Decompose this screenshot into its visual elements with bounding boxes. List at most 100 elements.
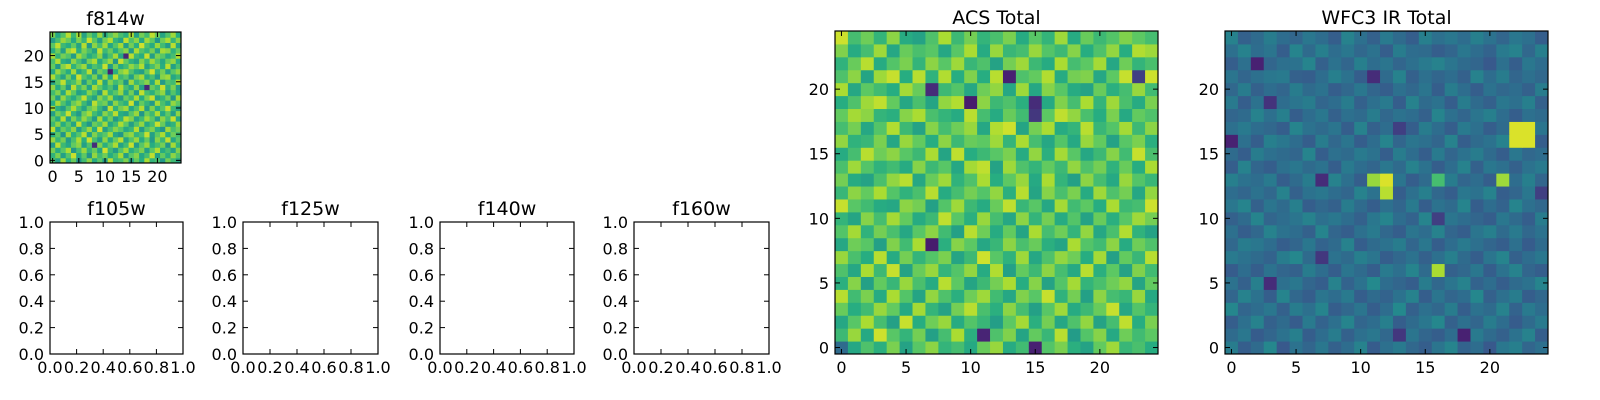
heatmap-cell [847,56,862,71]
heatmap-cell [55,68,61,75]
heatmap-cell [50,68,56,75]
heatmap-cell [144,147,151,154]
heatmap-cell [50,115,56,122]
heatmap-cell [1119,108,1133,122]
heatmap-cell [1002,237,1017,252]
heatmap-cell [1276,134,1291,148]
heatmap-cell [1106,121,1120,135]
heatmap-cell [1328,198,1342,213]
heatmap-cell [1380,69,1394,84]
heatmap-cell [1119,160,1133,174]
heatmap-cell [70,68,77,75]
heatmap-cell [123,126,130,133]
heatmap-cell [97,37,103,43]
heatmap-cell [1483,95,1497,110]
heatmap-cell [107,63,114,70]
heatmap-cells [835,31,1159,355]
heatmap-cell [1483,31,1497,45]
heatmap-cell [1535,186,1549,200]
heatmap-cell [1509,134,1523,148]
heatmap-cell [1093,250,1107,265]
heatmap-cell [1080,198,1094,213]
heatmap-cell [1225,186,1239,200]
heatmap-cell [91,47,98,54]
heatmap-cell [123,142,130,148]
heatmap-cell [1431,69,1446,84]
heatmap-cell [149,147,156,154]
heatmap-cell [1106,134,1120,148]
heatmap-cell [70,94,77,101]
heatmap-cell [912,147,926,161]
heatmap-cell [1315,263,1329,277]
heatmap-cell [951,198,965,213]
heatmap-cell [1341,147,1355,161]
heatmap-cell [1263,69,1278,84]
heatmap-cell [1522,263,1536,277]
heatmap-cell [144,110,151,117]
heatmap-cell [1250,250,1265,265]
heatmap-cell [1015,315,1030,329]
heatmap-cell [81,121,88,127]
heatmap-cell [1457,82,1471,97]
y-tick-label: 1.0 [19,213,44,232]
heatmap-cell [1431,315,1446,329]
heatmap-cell [899,341,914,355]
heatmap-cell [1145,250,1159,265]
heatmap-cell [1263,263,1278,277]
heatmap-cell [1028,263,1043,277]
heatmap-cell [1444,95,1459,110]
heatmap-cell [1509,186,1523,200]
heatmap-cell [102,79,109,85]
heatmap-cell [1067,147,1081,161]
heatmap-cell [886,237,901,252]
heatmap-cell [139,142,145,148]
heatmap-cell [1028,224,1043,239]
heatmap-cell [964,69,978,84]
heatmap-cell [873,198,888,213]
heatmap-cell [149,47,156,54]
heatmap-cell [1522,173,1536,187]
heatmap-cell [1041,289,1056,303]
heatmap-cell [899,95,914,110]
heatmap-cell [938,224,952,239]
heatmap-cell [107,89,114,96]
heatmap-cell [139,37,145,43]
heatmap-cell [1263,160,1278,174]
heatmap-cell [899,263,914,277]
heatmap-cell [139,152,145,159]
heatmap-cell [165,79,172,85]
heatmap-cell [964,95,978,110]
heatmap-cell [847,121,862,135]
heatmap-cell [899,69,914,84]
heatmap-cell [1457,69,1471,84]
heatmap-cell [1054,56,1069,71]
heatmap-cell [160,152,166,159]
heatmap-cell [977,173,991,187]
heatmap-cell [128,126,135,133]
heatmap-cell [1276,198,1291,213]
heatmap-cell [1132,211,1146,226]
heatmap-cell [886,250,901,265]
heatmap-cell [977,302,991,316]
heatmap-cell [160,126,166,133]
heatmap-cell [102,152,109,159]
heatmap-cell [1132,134,1146,148]
heatmap-cell [886,160,901,174]
heatmap-cell [1302,198,1316,213]
heatmap-cell [899,315,914,329]
heatmap-cell [1289,31,1304,45]
heatmap-cell [81,32,88,38]
heatmap-cell [160,136,166,143]
heatmap-cell [1341,173,1355,187]
heatmap-cell [91,68,98,75]
heatmap-cell [1093,198,1107,213]
heatmap-cell [60,63,67,70]
panel-title: f160w [672,198,731,220]
heatmap-cell [1380,224,1394,239]
heatmap-cell [1080,134,1094,148]
heatmap-cell [1509,237,1523,252]
heatmap-cell [951,134,965,148]
heatmap-cell [1289,121,1304,135]
heatmap-cell [86,63,93,70]
